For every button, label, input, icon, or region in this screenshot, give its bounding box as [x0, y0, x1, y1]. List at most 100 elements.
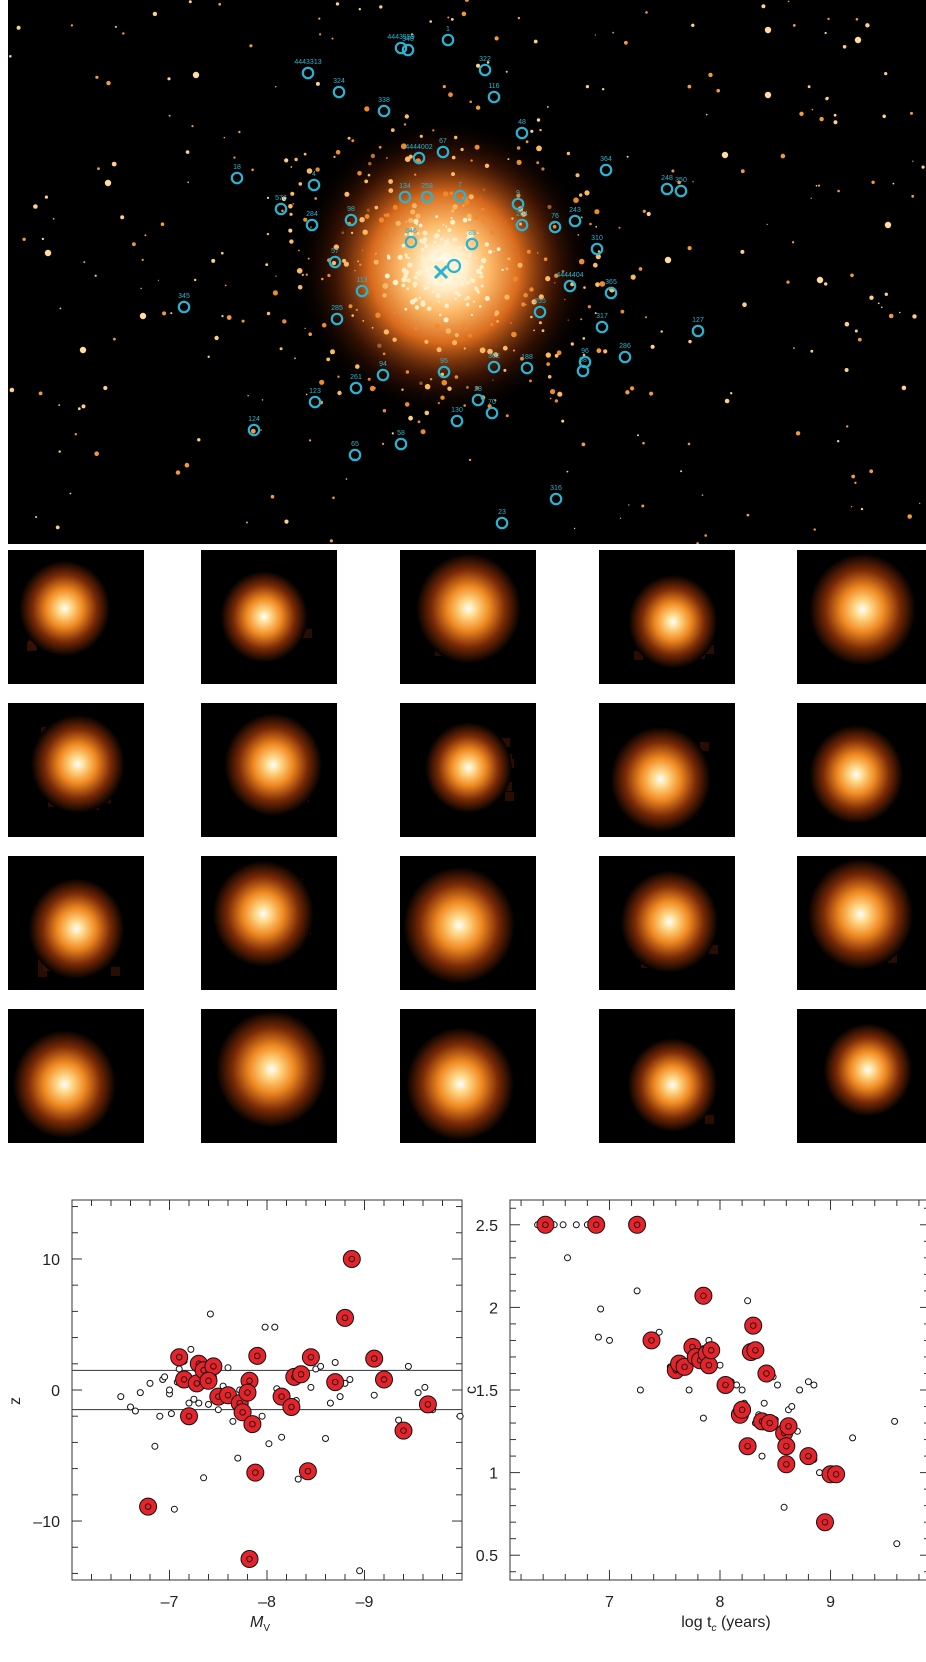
red-point: [298, 1462, 317, 1481]
marker-316: 316: [549, 485, 563, 506]
star: [912, 160, 914, 162]
star: [696, 542, 699, 544]
star: [704, 534, 707, 537]
marker-28: 28: [471, 386, 485, 407]
star: [533, 329, 535, 332]
x-tick-label: –8: [258, 1594, 276, 1611]
star: [484, 163, 490, 168]
star: [167, 77, 171, 81]
star: [330, 349, 335, 355]
star: [364, 106, 370, 112]
open-point: [572, 1221, 580, 1229]
open-point: [336, 1393, 344, 1401]
red-point-core: [185, 1412, 193, 1420]
open-point: [346, 1376, 354, 1383]
star: [303, 217, 308, 222]
plot-frame: [509, 1199, 926, 1581]
star: [187, 181, 189, 184]
pixel: [709, 945, 718, 954]
star: [844, 368, 849, 372]
star: [433, 240, 437, 244]
marker-255: 255: [533, 298, 547, 319]
star: [441, 286, 446, 291]
star: [517, 16, 521, 20]
star: [314, 197, 318, 200]
star: [281, 209, 284, 213]
star: [650, 344, 655, 349]
y-tick-label: 2: [489, 1300, 498, 1317]
star: [343, 261, 349, 267]
star: [70, 24, 74, 27]
star: [307, 257, 310, 260]
red-point-disc: [199, 1371, 218, 1390]
red-point: [536, 1215, 555, 1234]
marker-ring: [404, 235, 418, 249]
star: [691, 23, 695, 27]
star: [422, 230, 428, 236]
cutout-14: [599, 856, 735, 990]
star: [211, 258, 216, 263]
star: [401, 283, 406, 288]
star: [413, 297, 418, 302]
star: [403, 245, 406, 247]
star: [579, 193, 583, 197]
red-point-disc: [243, 1415, 262, 1434]
star: [440, 395, 445, 400]
star: [855, 18, 859, 21]
star: [502, 345, 508, 351]
star: [465, 302, 470, 307]
marker-ring: [549, 492, 563, 506]
star: [437, 244, 440, 248]
red-point: [757, 1364, 776, 1383]
star: [403, 123, 407, 126]
cluster-blob: [28, 878, 125, 979]
star: [488, 249, 493, 254]
star: [547, 375, 552, 379]
open-point: [370, 1391, 378, 1399]
star: [545, 276, 551, 282]
pixel: [700, 742, 709, 751]
red-point: [180, 1407, 198, 1426]
marker-ring: [230, 171, 244, 185]
red-point-core: [210, 1363, 217, 1370]
star: [516, 193, 521, 198]
marker-ring: [590, 242, 604, 256]
star: [419, 134, 423, 138]
axis-ticks: [71, 1200, 463, 1580]
star: [250, 428, 256, 434]
star: [141, 258, 144, 261]
star: [724, 398, 730, 404]
star: [385, 213, 390, 218]
bright-star: [816, 276, 824, 284]
star: [578, 258, 585, 265]
red-point: [365, 1349, 384, 1368]
star: [474, 144, 480, 150]
star: [810, 349, 814, 353]
star: [408, 415, 413, 421]
star: [592, 262, 598, 268]
marker-label: 116: [488, 83, 499, 90]
star: [556, 350, 562, 356]
y-tick-label: 2.5: [476, 1218, 498, 1235]
star: [111, 161, 117, 167]
star: [688, 339, 692, 344]
open-point: [214, 1406, 222, 1414]
star: [432, 129, 435, 132]
star: [825, 96, 829, 100]
star: [417, 308, 419, 310]
marker-ring: [437, 365, 451, 379]
star: [426, 306, 432, 312]
marker-116: 116: [487, 83, 501, 104]
star: [405, 370, 410, 374]
star: [624, 40, 628, 45]
open-point: [195, 1399, 203, 1407]
star: [260, 429, 262, 431]
star: [519, 222, 522, 226]
star: [910, 111, 913, 115]
star: [337, 390, 342, 396]
star: [898, 311, 901, 314]
bright-star: [664, 256, 672, 264]
star: [550, 389, 556, 395]
star: [424, 339, 429, 344]
red-point-disc: [699, 1356, 718, 1375]
